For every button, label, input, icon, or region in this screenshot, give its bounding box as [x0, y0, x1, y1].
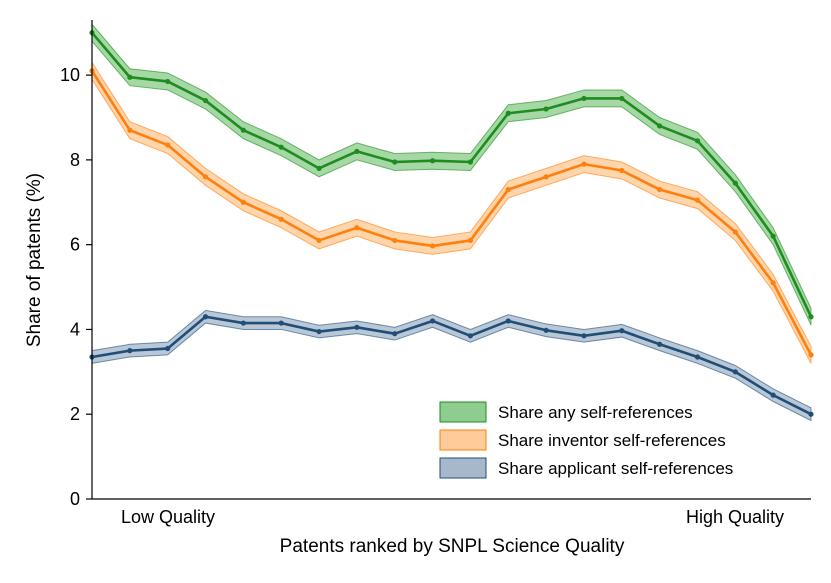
series-point	[316, 237, 322, 244]
series-point	[202, 174, 209, 180]
series-point	[732, 229, 738, 235]
series-band-0	[91, 22, 812, 326]
legend-item-any: Share any self-references	[439, 401, 693, 423]
legend: Share any self-references Share inventor…	[439, 401, 733, 479]
series-point	[165, 142, 171, 148]
legend-label-any: Share any self-references	[498, 403, 693, 422]
series-point	[127, 348, 133, 354]
series-point	[429, 318, 436, 324]
series-band-1	[91, 60, 812, 364]
series-point	[694, 354, 701, 360]
series-point	[619, 328, 625, 334]
series-point	[316, 165, 322, 171]
y-tick-label: 8	[70, 150, 80, 170]
series-point	[127, 127, 133, 133]
series-point	[467, 333, 474, 339]
series-point	[694, 197, 701, 203]
series-point	[278, 144, 284, 150]
series-point	[354, 148, 360, 155]
series-point	[392, 159, 398, 165]
series-point	[770, 233, 776, 239]
series-point	[770, 392, 776, 398]
series-line-1	[90, 70, 813, 356]
series-point	[808, 411, 814, 417]
series-point	[165, 78, 171, 85]
y-tick-label: 2	[70, 404, 80, 424]
series-point	[581, 333, 587, 339]
series-point	[770, 280, 776, 286]
series-point	[543, 174, 549, 180]
series-point	[657, 341, 663, 347]
series-point	[429, 158, 436, 164]
series-point	[316, 328, 322, 335]
legend-item-inventor: Share inventor self-references	[439, 429, 726, 451]
series-point	[619, 95, 625, 102]
series-point	[732, 369, 738, 375]
series-point	[543, 106, 549, 112]
series-point	[392, 331, 398, 337]
series-point	[467, 159, 474, 165]
x-axis-title: Patents ranked by SNPL Science Quality	[280, 536, 625, 557]
series-points	[89, 30, 814, 417]
y-ticks: 0 2 4 6 8 10	[60, 65, 92, 509]
series-line-0	[91, 31, 813, 318]
series-point	[543, 327, 549, 333]
y-tick-label: 10	[60, 65, 80, 85]
series-point	[165, 345, 171, 352]
y-tick-label: 6	[70, 235, 80, 255]
y-tick-label: 0	[70, 489, 80, 509]
legend-swatch-any	[439, 401, 487, 423]
series-point	[278, 320, 284, 326]
series-point	[354, 324, 360, 330]
series-point	[505, 110, 511, 116]
series-band-2	[91, 309, 812, 422]
legend-swatch-applicant	[439, 457, 487, 479]
series-point	[202, 97, 209, 104]
series-point	[429, 243, 436, 249]
series-lines	[90, 31, 813, 416]
legend-label-applicant: Share applicant self-references	[498, 459, 733, 478]
series-point	[278, 216, 284, 222]
x-start-label: Low Quality	[121, 507, 215, 527]
series-point	[581, 95, 587, 102]
series-point	[505, 186, 511, 193]
series-point	[354, 225, 360, 231]
series-point	[392, 237, 398, 244]
series-point	[127, 74, 133, 80]
y-tick-label: 4	[70, 319, 80, 339]
legend-item-applicant: Share applicant self-references	[439, 457, 733, 479]
series-point	[657, 186, 663, 193]
legend-label-inventor: Share inventor self-references	[498, 431, 726, 450]
series-point	[808, 352, 814, 358]
series-point	[808, 314, 814, 320]
series-point	[732, 180, 738, 186]
series-point	[240, 320, 246, 326]
legend-swatch-inventor	[439, 429, 487, 451]
series-point	[694, 138, 701, 144]
confidence-bands	[91, 22, 812, 422]
series-point	[581, 161, 587, 167]
series-point	[240, 127, 246, 133]
series-line-2	[91, 315, 812, 416]
series-point	[240, 199, 246, 205]
series-point	[202, 314, 209, 320]
series-point	[619, 167, 625, 174]
x-end-label: High Quality	[686, 507, 784, 527]
series-point	[467, 237, 474, 244]
y-axis-title: Share of patents (%)	[24, 173, 45, 347]
series-point	[657, 123, 663, 129]
series-point	[505, 318, 511, 324]
